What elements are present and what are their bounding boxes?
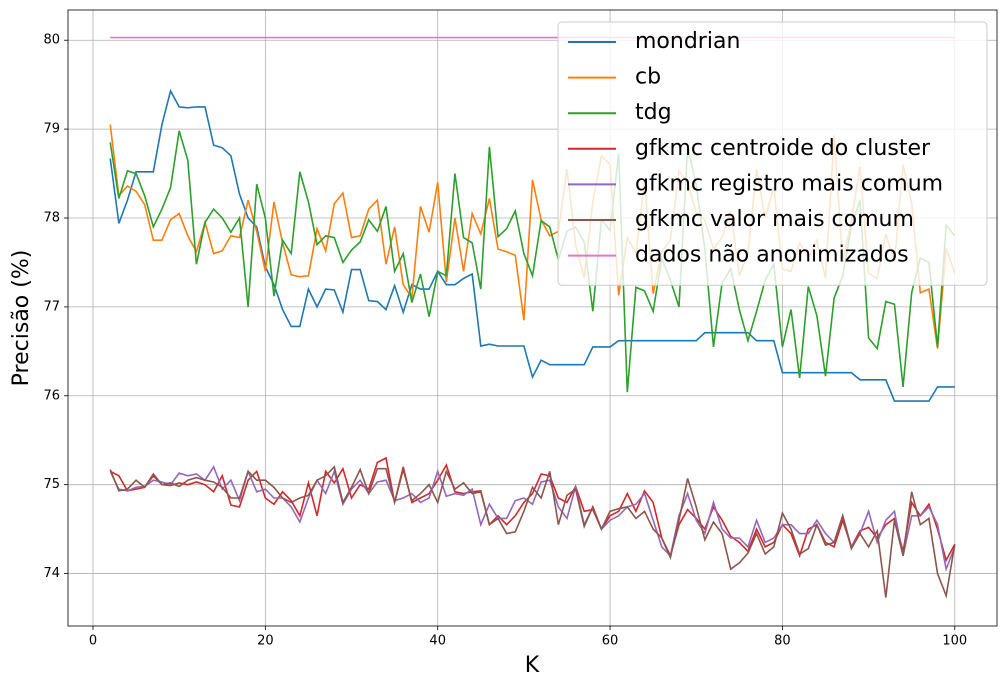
x-tick-label: 60 [602,634,619,649]
legend-label: gfkmc valor mais comum [635,207,914,232]
y-tick-label: 77 [43,299,60,314]
y-tick-label: 74 [43,566,60,581]
y-tick-label: 75 [43,477,60,492]
y-axis-label: Precisão (%) [9,250,34,387]
x-tick-label: 80 [774,634,791,649]
legend-label: cb [635,65,661,90]
series-line [109,465,956,572]
y-tick-label: 76 [43,388,60,403]
legend-box [557,21,988,286]
y-tick-label: 79 [43,122,60,137]
x-tick-label: 20 [257,634,274,649]
plot-frame [67,9,998,627]
series-line [109,130,956,393]
y-tick-label: 78 [43,211,60,226]
series-line [109,88,955,402]
series-line [109,465,956,599]
legend-label: mondrian [635,29,740,54]
y-tick-label: 80 [43,33,60,48]
legend-label: gfkmc centroide do cluster [635,136,931,161]
legend-label: tdg [635,100,672,125]
legend-label: gfkmc registro mais comum [635,171,943,196]
x-axis-label: K [525,653,540,678]
legend-label: dados não anonimizados [635,243,909,268]
x-tick-label: 100 [942,634,967,649]
x-tick-label: 0 [89,634,97,649]
x-tick-label: 40 [429,634,446,649]
